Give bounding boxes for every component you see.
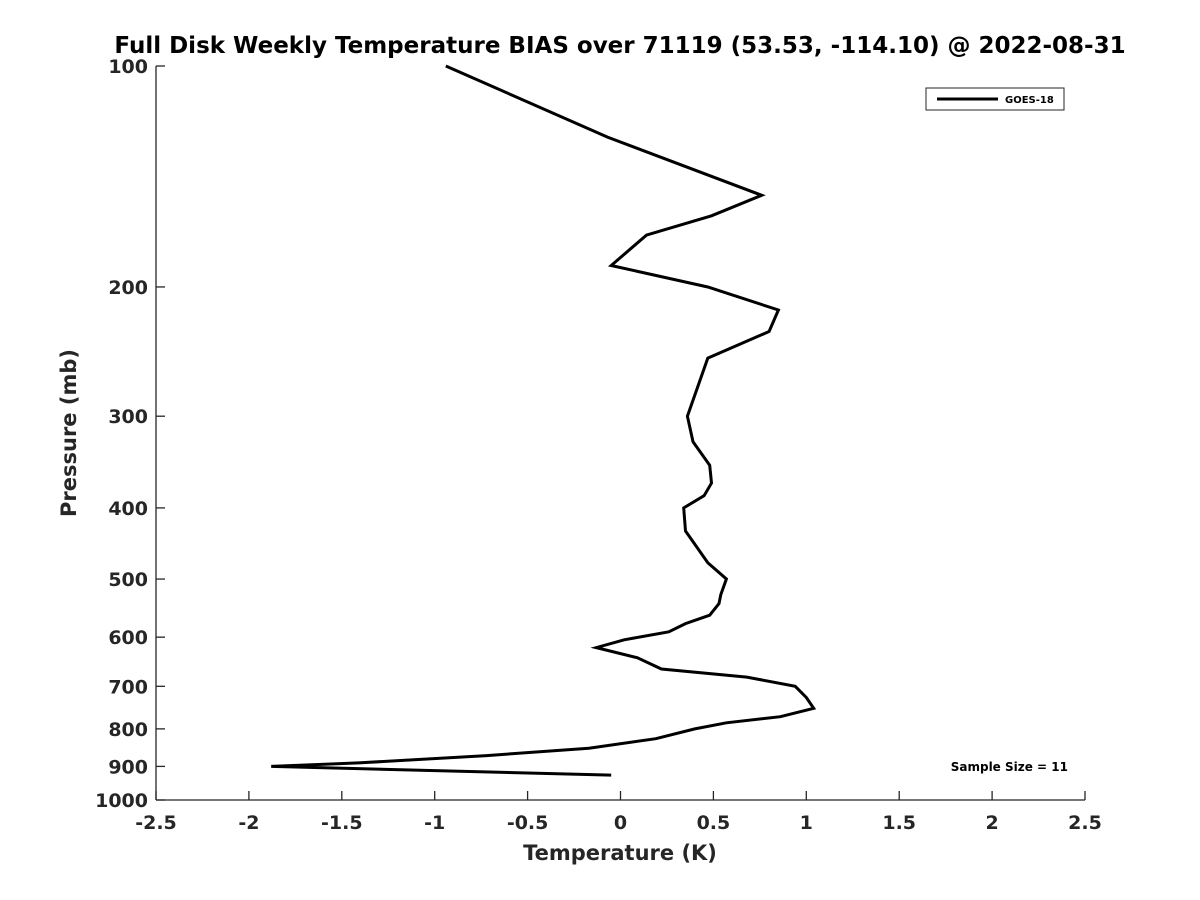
x-tick-label: 2 <box>985 812 998 834</box>
x-tick-label: -0.5 <box>507 812 549 834</box>
x-tick-label: 0 <box>614 812 627 834</box>
y-tick-label: 100 <box>108 56 148 78</box>
chart-title: Full Disk Weekly Temperature BIAS over 7… <box>114 33 1125 59</box>
x-ticks: -2.5 -2 -1.5 -1 -0.5 0 0.5 1 1.5 2 2.5 <box>135 791 1102 834</box>
y-tick-label: 400 <box>108 498 148 520</box>
y-axis-label: Pressure (mb) <box>57 349 81 517</box>
x-tick-label: 2.5 <box>1068 812 1102 834</box>
series-line-goes-18 <box>271 64 817 777</box>
x-tick-label: -1.5 <box>321 812 363 834</box>
x-tick-label: -2.5 <box>135 812 177 834</box>
y-tick-label: 900 <box>108 756 148 778</box>
x-tick-label: -1 <box>424 812 445 834</box>
x-tick-label: 1.5 <box>882 812 916 834</box>
x-tick-label: 0.5 <box>697 812 731 834</box>
legend-label-goes-18: GOES-18 <box>1005 95 1054 106</box>
x-axis-label: Temperature (K) <box>523 841 717 865</box>
legend: GOES-18 <box>925 87 1065 111</box>
sample-size-annotation: Sample Size = 11 <box>951 760 1068 774</box>
y-tick-label: 1000 <box>95 790 148 812</box>
y-tick-label: 600 <box>108 627 148 649</box>
y-tick-label: 200 <box>108 277 148 299</box>
y-tick-label: 800 <box>108 719 148 741</box>
y-tick-label: 700 <box>108 676 148 698</box>
y-ticks: 100 200 300 400 500 600 700 800 900 1000 <box>95 56 165 812</box>
y-tick-label: 300 <box>108 406 148 428</box>
series <box>271 64 817 777</box>
y-tick-label: 500 <box>108 569 148 591</box>
x-tick-label: -2 <box>238 812 259 834</box>
x-tick-label: 1 <box>800 812 813 834</box>
